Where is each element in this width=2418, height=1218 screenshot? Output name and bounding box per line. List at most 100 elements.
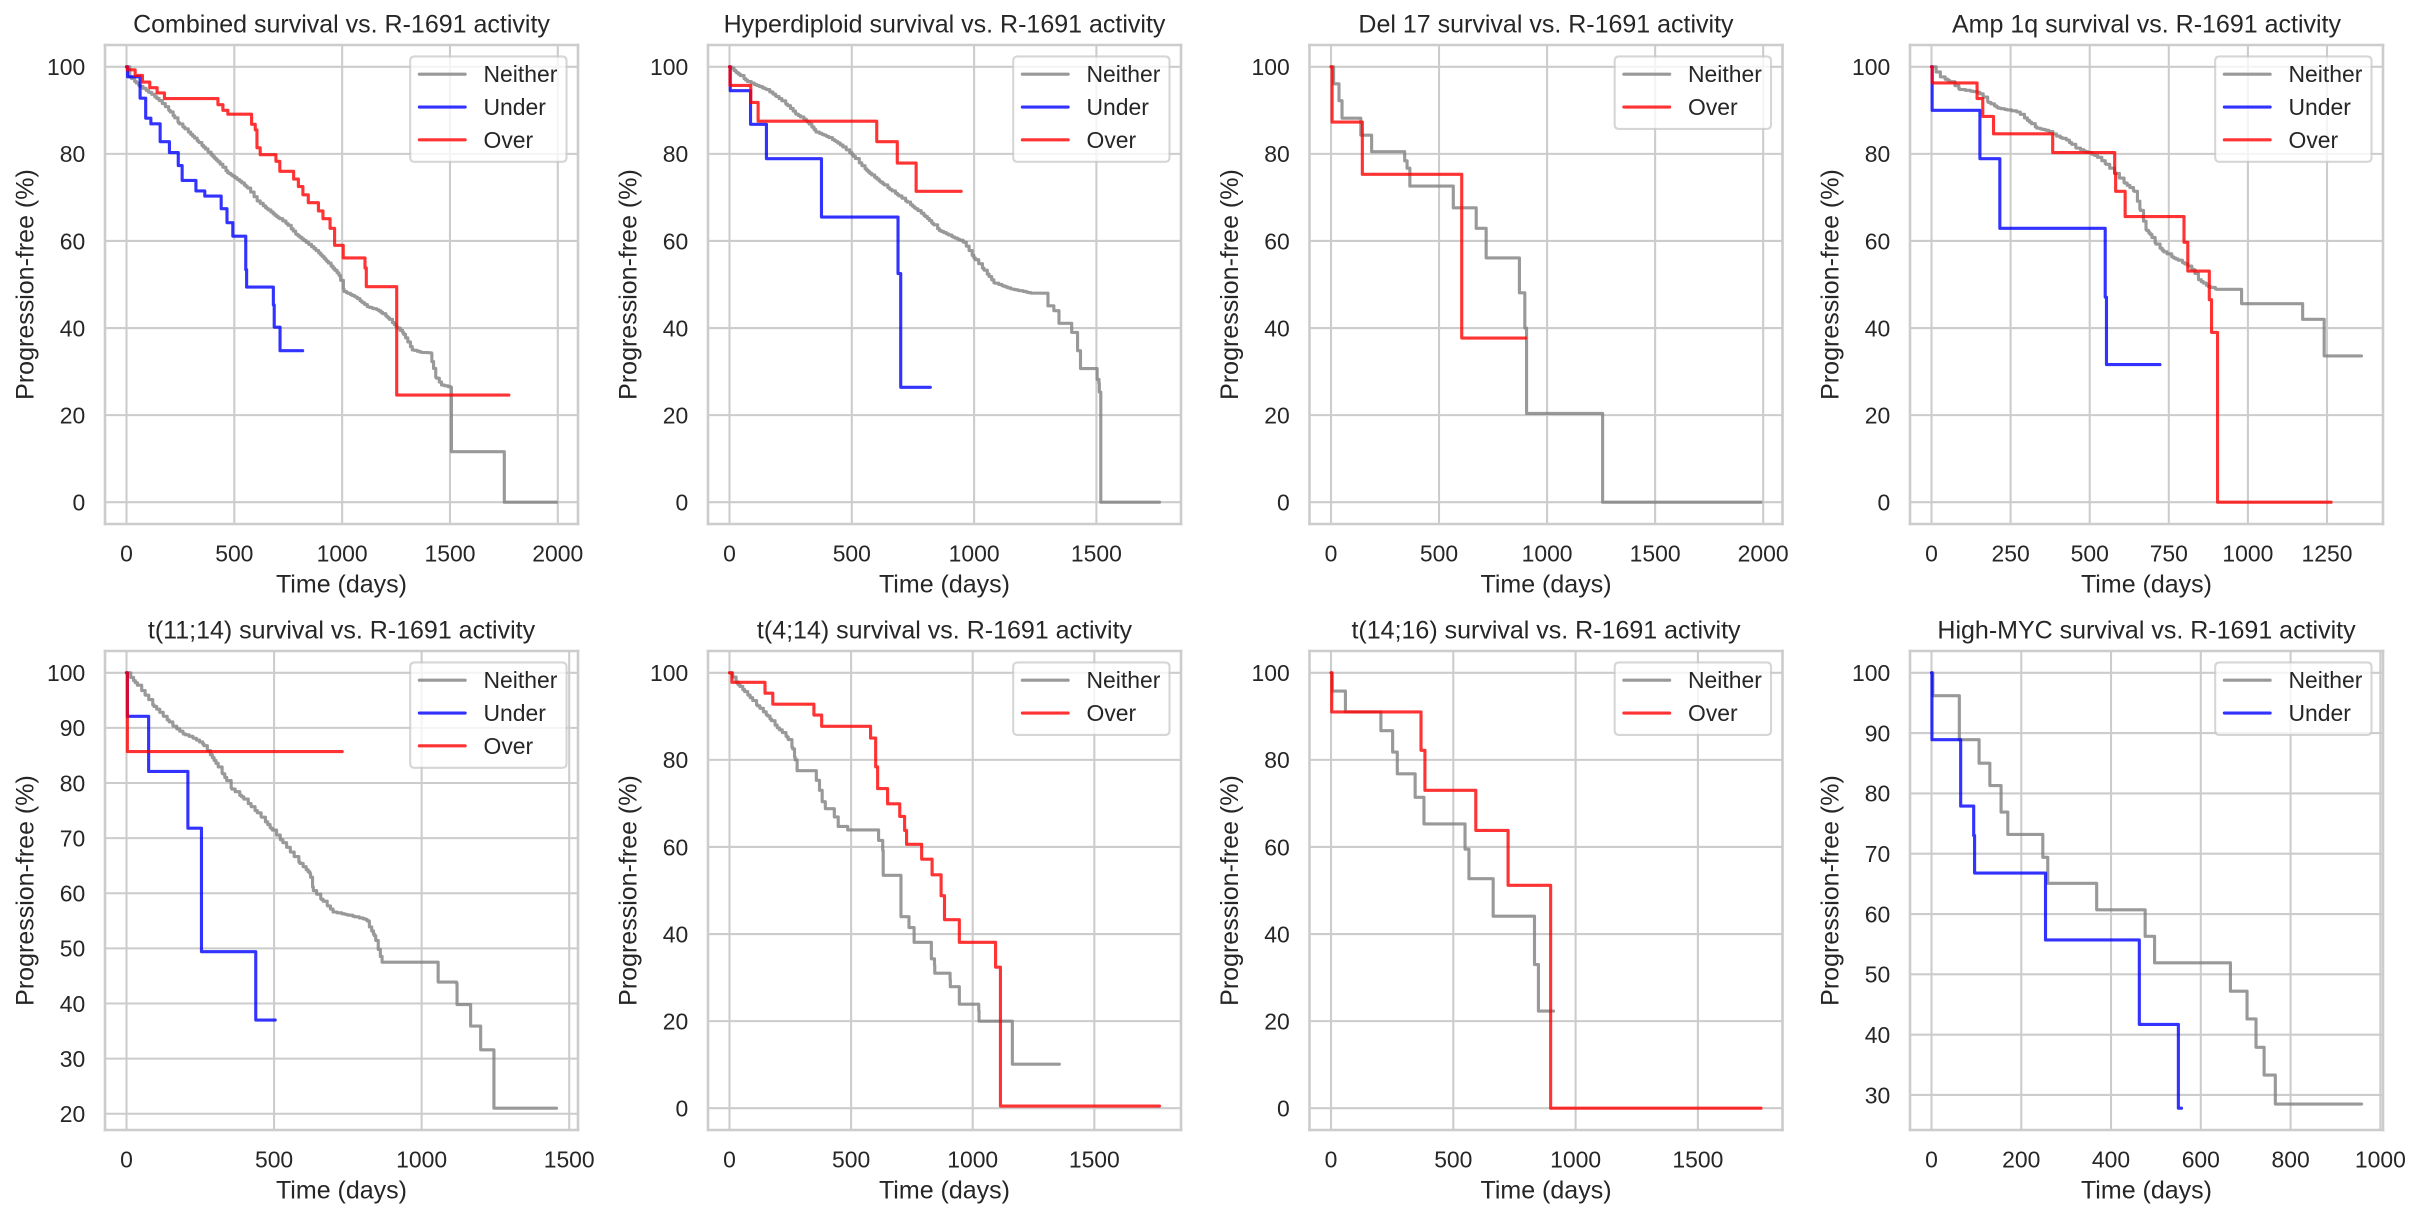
svg-text:0: 0: [1325, 1146, 1338, 1172]
svg-text:80: 80: [1865, 781, 1890, 807]
svg-text:80: 80: [663, 747, 688, 773]
svg-text:Neither: Neither: [1087, 61, 1161, 87]
svg-text:30: 30: [60, 1046, 85, 1072]
svg-text:Time (days): Time (days): [276, 571, 407, 599]
svg-text:80: 80: [60, 141, 85, 167]
svg-text:1000: 1000: [2355, 1146, 2406, 1172]
svg-text:90: 90: [60, 715, 85, 741]
svg-text:100: 100: [1852, 54, 1890, 80]
svg-text:Under: Under: [2289, 700, 2352, 726]
svg-text:750: 750: [2150, 540, 2188, 566]
svg-text:t(11;14) survival vs. R-1691 a: t(11;14) survival vs. R-1691 activity: [148, 617, 536, 645]
svg-text:1000: 1000: [949, 540, 1000, 566]
svg-text:Under: Under: [2289, 94, 2352, 120]
svg-text:0: 0: [675, 1096, 688, 1122]
svg-text:Time (days): Time (days): [879, 571, 1010, 599]
svg-text:1500: 1500: [544, 1146, 595, 1172]
svg-text:20: 20: [1264, 402, 1289, 428]
svg-text:40: 40: [1264, 921, 1289, 947]
svg-text:60: 60: [663, 228, 688, 254]
svg-text:0: 0: [120, 1146, 133, 1172]
svg-text:30: 30: [1865, 1082, 1890, 1108]
svg-text:0: 0: [1925, 540, 1938, 566]
svg-text:80: 80: [1264, 747, 1289, 773]
svg-text:t(14;16) survival vs. R-1691 a: t(14;16) survival vs. R-1691 activity: [1351, 617, 1741, 645]
svg-text:Under: Under: [484, 700, 547, 726]
svg-text:Neither: Neither: [1087, 667, 1161, 693]
svg-text:Neither: Neither: [484, 667, 558, 693]
svg-text:60: 60: [1264, 834, 1289, 860]
svg-text:Progression-free (%): Progression-free (%): [11, 169, 39, 400]
svg-text:Under: Under: [484, 94, 547, 120]
svg-text:Amp 1q survival vs. R-1691 act: Amp 1q survival vs. R-1691 activity: [1952, 11, 2342, 39]
svg-text:20: 20: [1264, 1008, 1289, 1034]
svg-text:600: 600: [2182, 1146, 2220, 1172]
svg-text:0: 0: [1277, 1096, 1290, 1122]
svg-text:500: 500: [255, 1146, 293, 1172]
svg-text:1500: 1500: [1071, 540, 1122, 566]
svg-text:500: 500: [1420, 540, 1458, 566]
svg-text:Progression-free (%): Progression-free (%): [614, 169, 642, 400]
svg-text:1000: 1000: [2222, 540, 2273, 566]
svg-text:500: 500: [833, 540, 871, 566]
svg-text:40: 40: [60, 315, 85, 341]
svg-text:Progression-free (%): Progression-free (%): [1816, 775, 1844, 1006]
svg-text:100: 100: [650, 660, 688, 686]
svg-text:0: 0: [723, 1146, 736, 1172]
svg-text:Time (days): Time (days): [1480, 1177, 1611, 1205]
svg-text:Combined survival vs. R-1691 a: Combined survival vs. R-1691 activity: [133, 11, 550, 39]
svg-text:Time (days): Time (days): [1480, 571, 1611, 599]
svg-text:Neither: Neither: [484, 61, 558, 87]
svg-text:1000: 1000: [396, 1146, 447, 1172]
svg-text:0: 0: [1325, 540, 1338, 566]
svg-text:Time (days): Time (days): [2081, 1177, 2212, 1205]
svg-text:80: 80: [663, 141, 688, 167]
svg-text:100: 100: [47, 660, 85, 686]
svg-text:40: 40: [60, 991, 85, 1017]
svg-text:40: 40: [1264, 315, 1289, 341]
svg-text:Over: Over: [1087, 127, 1137, 153]
svg-text:Time (days): Time (days): [2081, 571, 2212, 599]
svg-text:40: 40: [1865, 1022, 1890, 1048]
svg-text:800: 800: [2271, 1146, 2309, 1172]
svg-text:Time (days): Time (days): [276, 1177, 407, 1205]
svg-text:80: 80: [60, 770, 85, 796]
svg-text:1000: 1000: [1550, 1146, 1601, 1172]
svg-text:500: 500: [215, 540, 253, 566]
svg-text:1500: 1500: [1672, 1146, 1723, 1172]
svg-text:100: 100: [650, 54, 688, 80]
svg-text:Neither: Neither: [1688, 667, 1762, 693]
svg-text:200: 200: [2002, 1146, 2040, 1172]
svg-text:70: 70: [60, 825, 85, 851]
svg-text:0: 0: [723, 540, 736, 566]
svg-text:Over: Over: [484, 733, 534, 759]
svg-text:0: 0: [1277, 490, 1290, 516]
svg-text:40: 40: [663, 921, 688, 947]
svg-text:Over: Over: [1087, 700, 1137, 726]
svg-text:Progression-free (%): Progression-free (%): [11, 775, 39, 1006]
svg-text:50: 50: [60, 936, 85, 962]
svg-text:60: 60: [1865, 901, 1890, 927]
svg-text:100: 100: [47, 54, 85, 80]
svg-text:Progression-free (%): Progression-free (%): [614, 775, 642, 1006]
svg-text:40: 40: [1865, 315, 1890, 341]
svg-text:Time (days): Time (days): [879, 1177, 1010, 1205]
svg-text:40: 40: [663, 315, 688, 341]
svg-text:500: 500: [1434, 1146, 1472, 1172]
svg-text:60: 60: [1264, 228, 1289, 254]
svg-text:0: 0: [1925, 1146, 1938, 1172]
svg-text:Over: Over: [484, 127, 534, 153]
svg-text:20: 20: [663, 1008, 688, 1034]
svg-text:High-MYC survival vs. R-1691 a: High-MYC survival vs. R-1691 activity: [1937, 617, 2356, 645]
svg-text:1000: 1000: [1522, 540, 1573, 566]
svg-text:Del 17 survival vs. R-1691 act: Del 17 survival vs. R-1691 activity: [1358, 11, 1734, 39]
svg-text:Progression-free (%): Progression-free (%): [1216, 775, 1244, 1006]
svg-text:2000: 2000: [532, 540, 583, 566]
svg-text:100: 100: [1251, 660, 1289, 686]
svg-text:0: 0: [675, 490, 688, 516]
svg-text:Neither: Neither: [1688, 61, 1762, 87]
svg-text:70: 70: [1865, 841, 1890, 867]
svg-text:20: 20: [60, 1101, 85, 1127]
svg-text:80: 80: [1264, 141, 1289, 167]
svg-text:0: 0: [1877, 490, 1890, 516]
